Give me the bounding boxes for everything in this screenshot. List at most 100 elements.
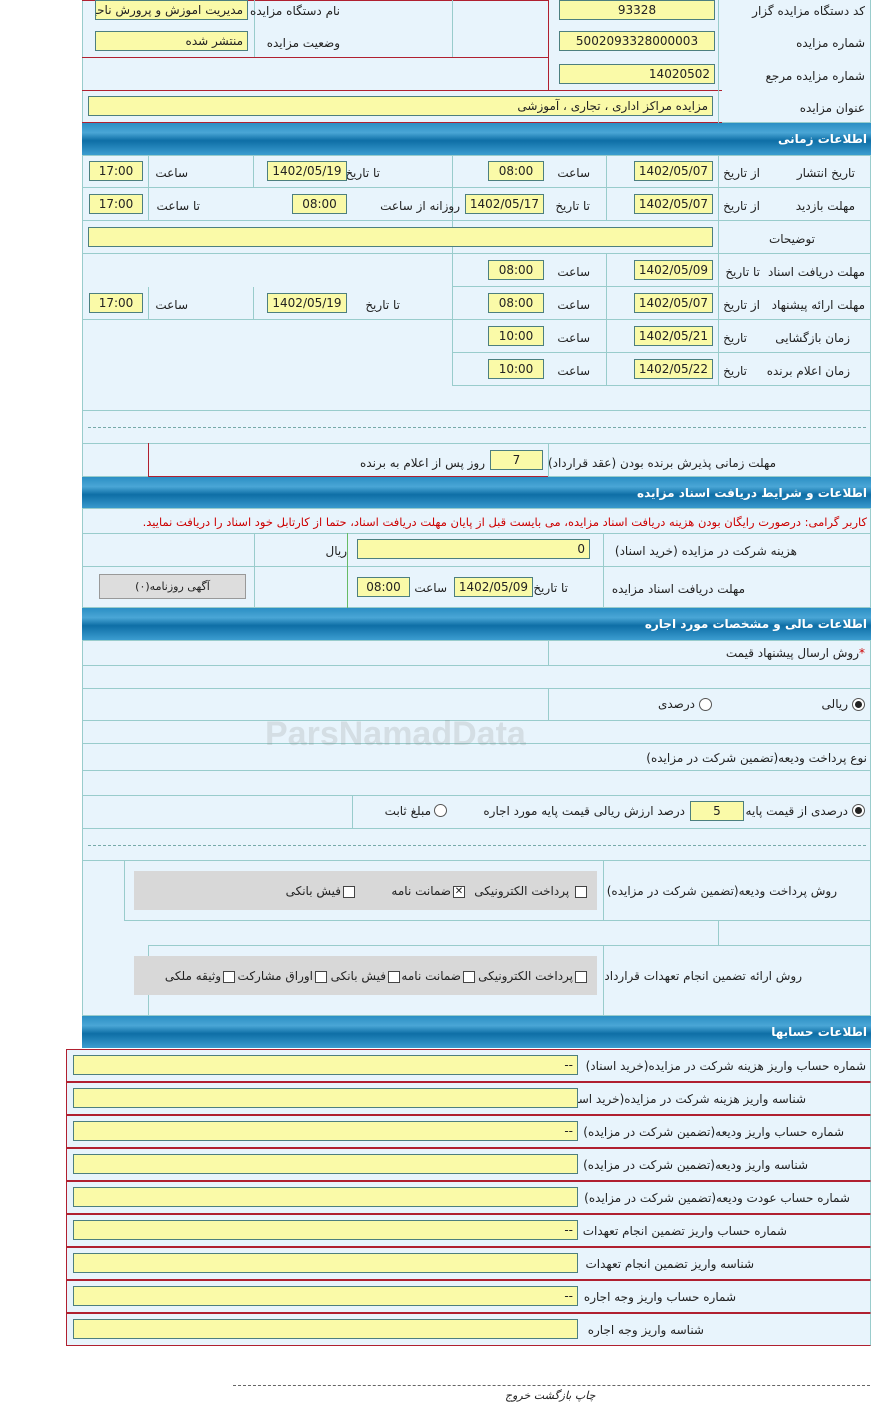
docs-deadline-time[interactable]: 08:00 [357, 577, 410, 597]
fixed-amount-radio[interactable] [434, 804, 447, 817]
guarantee-option[interactable]: پرداخت الکترونیکی [478, 968, 589, 984]
docs-deadline-date[interactable]: 1402/05/09 [454, 577, 533, 597]
ref-no-label: شماره مزایده مرجع [765, 69, 865, 83]
offer-from-date[interactable]: 1402/05/07 [634, 293, 713, 313]
deposit-percent-radio[interactable] [852, 804, 865, 817]
publish-from-date[interactable]: 1402/05/07 [634, 161, 713, 181]
hour-label: ساعت [557, 265, 590, 279]
winner-date[interactable]: 1402/05/22 [634, 359, 713, 379]
account-label: شماره حساب عودت ودیعه(تضمین شرکت در مزای… [584, 1191, 850, 1205]
account-field[interactable] [73, 1187, 578, 1207]
status-field[interactable]: منتشر شده [95, 31, 248, 51]
footer-divider [233, 1385, 870, 1386]
checkbox[interactable] [223, 970, 235, 983]
publish-to-date[interactable]: 1402/05/19 [267, 161, 347, 181]
account-field[interactable]: -- [73, 1220, 578, 1240]
account-row: شناسه واریز وجه اجاره [66, 1313, 871, 1346]
status-label: وضعیت مزایده [266, 36, 340, 50]
checkbox[interactable] [388, 970, 400, 983]
offer-deadline-label: مهلت ارائه پیشنهاد [771, 298, 865, 312]
exit-link[interactable]: خروج [505, 1389, 531, 1402]
org-name-field[interactable]: مدیریت اموزش و پرورش ناحیه [95, 0, 248, 20]
org-code-field[interactable]: 93328 [559, 0, 715, 20]
back-link[interactable]: بازگشت [533, 1389, 572, 1402]
publish-to-time[interactable]: 17:00 [89, 161, 143, 181]
title-field[interactable]: مزایده مراکز اداری ، تجاری ، آموزشی [88, 96, 713, 116]
deposit-percent-suffix: درصد ارزش ریالی قیمت پایه مورد اجاره [483, 804, 685, 818]
ref-no-field[interactable]: 14020502 [559, 64, 715, 84]
opening-date[interactable]: 1402/05/21 [634, 326, 713, 346]
price-method-rial-radio[interactable] [852, 698, 865, 711]
auction-no-label: شماره مزایده [796, 36, 865, 50]
watermark: ParsNamadData [265, 715, 526, 753]
auction-no-field[interactable]: 5002093328000003 [559, 31, 715, 51]
newspaper-ad-button[interactable]: آگهی روزنامه(۰) [99, 574, 246, 599]
guarantee-option[interactable]: فیش بانکی [331, 968, 402, 984]
account-field[interactable] [73, 1088, 578, 1108]
visit-to-date[interactable]: 1402/05/17 [465, 194, 544, 214]
account-field[interactable]: -- [73, 1286, 578, 1306]
deposit-percent-field[interactable]: 5 [690, 801, 744, 821]
checkbox[interactable] [575, 970, 587, 983]
rial-label: ریالی [821, 697, 848, 711]
daily-from-hour-label: روزانه از ساعت [380, 199, 460, 213]
account-field[interactable]: -- [73, 1121, 578, 1141]
hour-label: ساعت [557, 298, 590, 312]
opening-time[interactable]: 10:00 [488, 326, 544, 346]
checkbox[interactable] [315, 970, 327, 983]
deposit-pay-guarantee[interactable]: ✕ضمانت نامه [391, 883, 467, 899]
checkbox[interactable] [463, 970, 475, 983]
account-row: شماره حساب واریز تضمین انجام تعهدات -- [66, 1214, 871, 1247]
visit-to-time[interactable]: 17:00 [89, 194, 143, 214]
winner-time[interactable]: 10:00 [488, 359, 544, 379]
guarantee-option[interactable]: ضمانت نامه [401, 968, 477, 984]
time-section-header: اطلاعات زمانی [82, 123, 871, 155]
footer-links: چاپ بازگشت خروج [505, 1388, 595, 1404]
guarantee-option[interactable]: وثیقه ملکی [165, 968, 237, 984]
docs-deadline-label: مهلت دریافت اسناد [767, 265, 865, 279]
visit-from-date[interactable]: 1402/05/07 [634, 194, 713, 214]
account-row: شناسه واریز ودیعه(تضمین شرکت در مزایده) [66, 1148, 871, 1181]
option-label: فیش بانکی [285, 884, 341, 898]
docs-fee-field[interactable]: 0 [357, 539, 590, 559]
account-label: شماره حساب واریز وجه اجاره [583, 1290, 736, 1304]
print-link[interactable]: چاپ [574, 1389, 596, 1402]
option-label: پرداخت الکترونیکی [478, 969, 573, 983]
account-field[interactable] [73, 1154, 578, 1174]
price-method-percent-radio[interactable] [699, 698, 712, 711]
offer-to-date[interactable]: 1402/05/19 [267, 293, 347, 313]
hour-label: ساعت [557, 331, 590, 345]
from-date-label: از تاریخ [723, 298, 760, 312]
hour-label: ساعت [414, 581, 447, 595]
offer-from-time[interactable]: 08:00 [488, 293, 544, 313]
price-method-label: *روش ارسال پیشنهاد قیمت [726, 645, 865, 661]
from-date-label: از تاریخ [723, 166, 760, 180]
publish-from-time[interactable]: 08:00 [488, 161, 544, 181]
to-date-label: تا تاریخ [725, 265, 760, 279]
checkbox-checked[interactable]: ✕ [453, 885, 465, 898]
accept-days-field[interactable]: 7 [490, 450, 543, 470]
hour-label: ساعت [155, 166, 188, 180]
accept-days-suffix: روز پس از اعلام به برنده [360, 456, 485, 470]
deposit-pay-electronic[interactable]: پرداخت الکترونیکی [474, 883, 589, 899]
required-mark: * [859, 646, 865, 660]
to-date-label: تا تاریخ [345, 166, 380, 180]
checkbox[interactable] [575, 885, 587, 898]
date-label: تاریخ [723, 331, 747, 345]
docs-time[interactable]: 08:00 [488, 260, 544, 280]
deposit-pay-label: روش پرداخت ودیعه(تضمین شرکت در مزایده) [606, 884, 837, 898]
deposit-pay-bank-slip[interactable]: فیش بانکی [286, 883, 357, 899]
accounts-section-header: اطلاعات حسابها [82, 1016, 871, 1048]
checkbox[interactable] [343, 885, 355, 898]
guarantee-option[interactable]: اوراق مشارکت [238, 968, 329, 984]
account-field[interactable] [73, 1253, 578, 1273]
account-field[interactable]: -- [73, 1055, 578, 1075]
docs-to-date[interactable]: 1402/05/09 [634, 260, 713, 280]
hour-label: ساعت [557, 364, 590, 378]
visit-from-time[interactable]: 08:00 [292, 194, 347, 214]
offer-to-time[interactable]: 17:00 [89, 293, 143, 313]
notes-field[interactable] [88, 227, 713, 247]
deposit-type-label: نوع پرداخت ودیعه(تضمین شرکت در مزایده) [646, 751, 867, 765]
account-field[interactable] [73, 1319, 578, 1339]
docs-deadline-label: مهلت دریافت اسناد مزایده [611, 582, 745, 596]
